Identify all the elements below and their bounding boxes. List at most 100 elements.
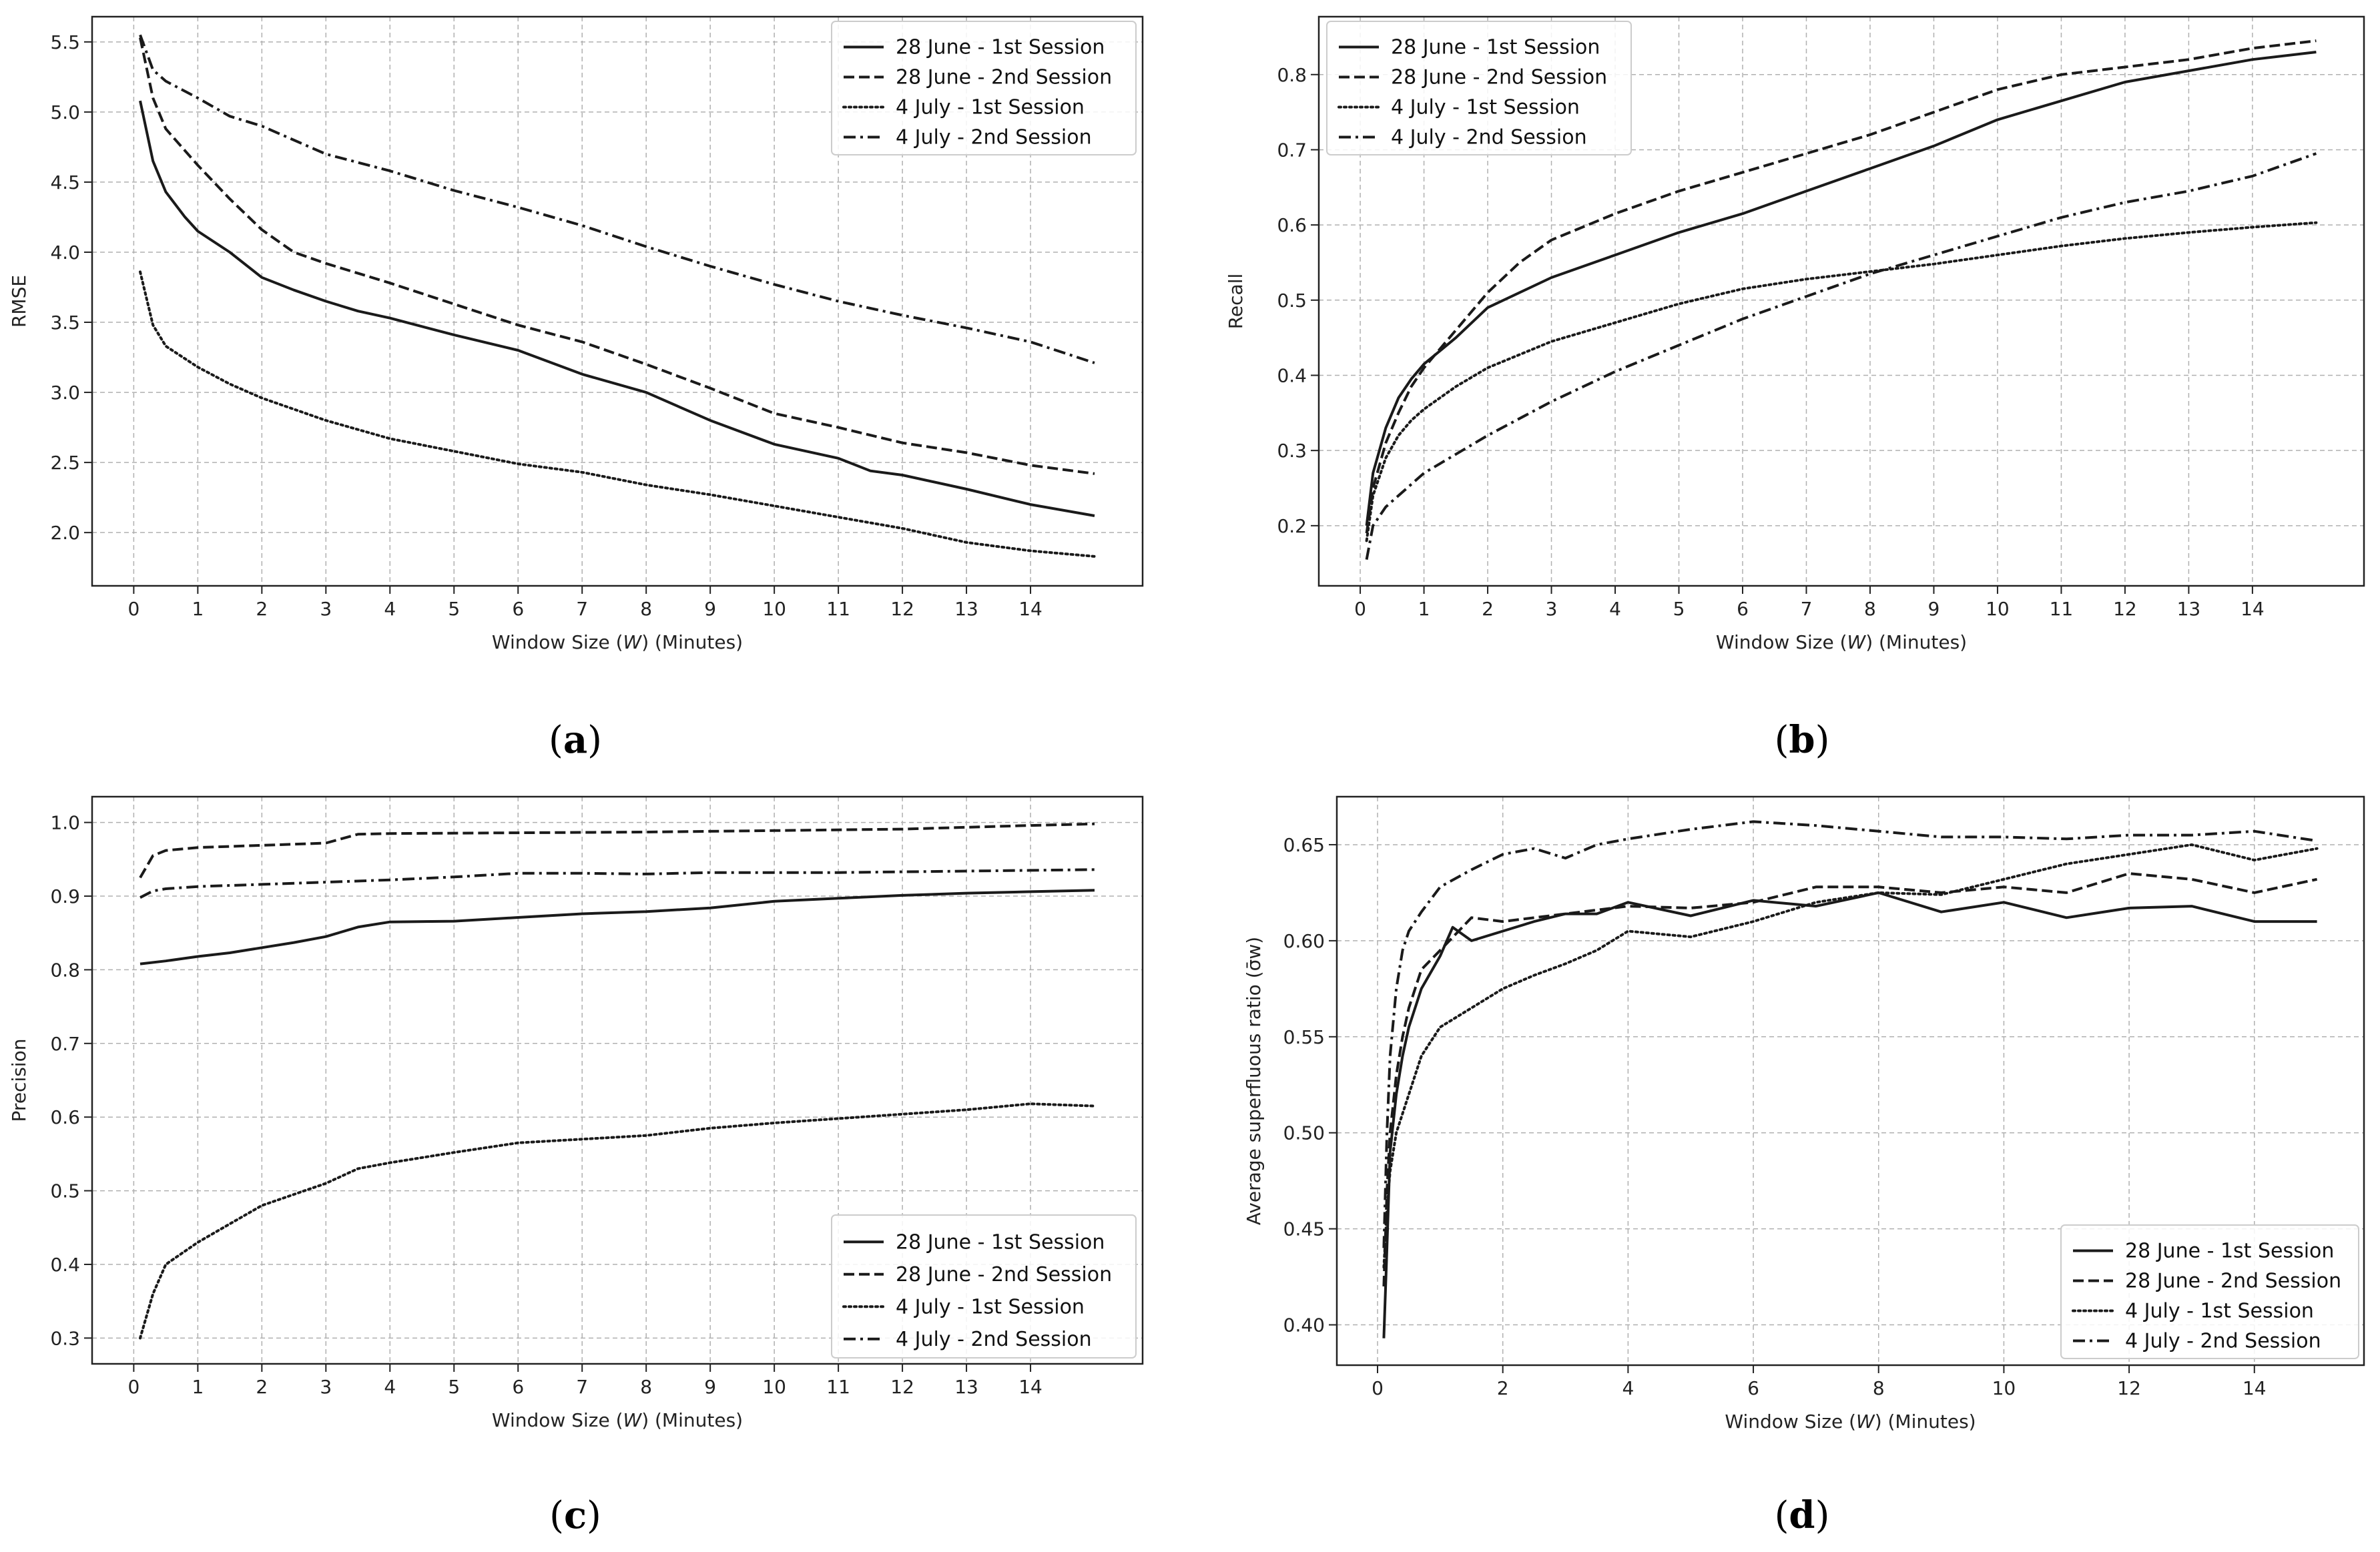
y-tick-label: 0.4 <box>50 1254 80 1276</box>
y-tick-label: 0.9 <box>50 885 80 907</box>
panel-caption: (d) <box>1775 1493 1830 1537</box>
y-tick-label: 0.65 <box>1283 834 1325 856</box>
plot-frame <box>1335 795 2365 1367</box>
x-tick-label: 0 <box>127 1376 139 1398</box>
series-line-solid <box>139 889 1095 965</box>
x-tick-label: 11 <box>2050 598 2074 620</box>
x-tick-label: 5 <box>448 1376 460 1398</box>
x-tick-label: 12 <box>890 598 914 620</box>
series-line-solid <box>1365 51 2317 526</box>
legend: 28 June - 1st Session 28 June - 2nd Sessi… <box>1326 21 1632 155</box>
y-tick-label: 2.0 <box>50 522 80 544</box>
caption-close-paren: ) <box>587 719 602 762</box>
x-tick-label: 10 <box>1986 598 2010 620</box>
x-tick-label: 10 <box>762 598 786 620</box>
y-tick-label: 0.3 <box>1277 440 1307 462</box>
x-tick-label: 6 <box>1747 1377 1759 1399</box>
legend-box <box>831 21 1137 155</box>
series-line-dashdot <box>1382 820 2317 1248</box>
legend-entry: 4 July - 2nd Session <box>1391 126 1587 149</box>
x-tick-label: 12 <box>2113 598 2137 620</box>
legend-entry: 4 July - 2nd Session <box>896 126 1092 149</box>
series-line-solid <box>139 100 1095 517</box>
legend-entry: 28 June - 1st Session <box>896 1230 1105 1254</box>
legend-entry: 28 June - 2nd Session <box>896 66 1112 89</box>
caption-open-paren: ( <box>549 1494 564 1537</box>
y-tick-label: 0.7 <box>1277 139 1307 161</box>
legend: 28 June - 1st Session 28 June - 2nd Sessi… <box>831 21 1137 155</box>
x-tick-label: 0 <box>1372 1377 1384 1399</box>
x-tick-label: 8 <box>640 1376 652 1398</box>
x-axis-label: Window Size (W) (Minutes) <box>1725 1411 1976 1433</box>
caption-open-paren: ( <box>1775 719 1789 762</box>
x-tick-label: 13 <box>2177 598 2201 620</box>
x-tick-label: 3 <box>1546 598 1558 620</box>
chart-panel-d: 0 2 4 6 8 10 12 14 0.40 0.45 0.50 0.55 0.60 0.65 Windo… <box>1243 795 2365 1537</box>
x-axis-label-prefix: Window Size ( <box>492 1409 623 1431</box>
legend: 28 June - 1st Session 28 June - 2nd Sessi… <box>2060 1224 2359 1359</box>
y-tick-label: 3.0 <box>50 382 80 404</box>
y-tick-label: 0.50 <box>1283 1122 1325 1144</box>
y-tick-label: 0.4 <box>1277 364 1307 386</box>
legend-entry: 28 June - 1st Session <box>1391 36 1600 59</box>
x-tick-label: 2 <box>1497 1377 1509 1399</box>
x-tick-label: 13 <box>954 1376 978 1398</box>
x-tick-label: 10 <box>1992 1377 2016 1399</box>
caption-letter: c <box>564 1493 587 1537</box>
x-tick-label: 1 <box>1418 598 1430 620</box>
x-tick-label: 14 <box>2243 1377 2267 1399</box>
y-tick-label: 5.0 <box>50 101 80 123</box>
y-tick-label: 0.5 <box>1277 290 1307 312</box>
legend-box <box>1326 21 1632 155</box>
caption-close-paren: ) <box>1815 719 1830 762</box>
x-tick-label: 1 <box>192 1376 204 1398</box>
legend-entry: 28 June - 2nd Session <box>1391 66 1607 89</box>
caption-open-paren: ( <box>1775 1494 1789 1537</box>
x-tick-label: 0 <box>1354 598 1366 620</box>
x-tick-label: 10 <box>762 1376 786 1398</box>
series-line-dotted <box>1382 843 2319 1269</box>
chart-panel-c: 0 1 2 3 4 5 6 7 8 9 10 11 12 13 140.30.40.50.60.70.80.… <box>8 795 1144 1537</box>
panel-caption: (c) <box>549 1493 601 1537</box>
series-line-dotted <box>139 1102 1096 1340</box>
x-tick-label: 11 <box>826 598 850 620</box>
y-tick-label: 2.5 <box>50 452 80 474</box>
series-line-dashed <box>1365 39 2317 534</box>
legend-entry: 28 June - 1st Session <box>2125 1240 2334 1263</box>
series-line-dashdot <box>1365 152 2317 560</box>
series-line-dashed <box>139 822 1095 879</box>
y-tick-label: 0.5 <box>50 1180 80 1202</box>
y-tick-label: 0.8 <box>1277 64 1307 86</box>
plot-frame <box>91 795 1144 1365</box>
y-tick-label: 0.40 <box>1283 1314 1325 1336</box>
x-tick-label: 14 <box>1018 1376 1043 1398</box>
x-tick-label: 8 <box>1873 1377 1885 1399</box>
series-line-dotted <box>139 270 1096 558</box>
plot-frame <box>1317 15 2365 587</box>
x-axis-label-suffix: ) (Minutes) <box>641 1409 743 1431</box>
x-tick-label: 4 <box>384 598 396 620</box>
y-tick-label: 5.5 <box>50 31 80 53</box>
x-tick-label: 0 <box>127 598 139 620</box>
x-axis-label-variable: W <box>623 631 643 653</box>
x-tick-label: 11 <box>826 1376 850 1398</box>
series-line-dotted <box>1365 221 2318 542</box>
plot-frame <box>91 15 1144 587</box>
y-tick-label: 0.3 <box>50 1327 80 1349</box>
x-axis-label-suffix: ) (Minutes) <box>1865 631 1967 653</box>
x-tick-label: 7 <box>1801 598 1813 620</box>
x-tick-label: 3 <box>320 598 332 620</box>
x-tick-label: 3 <box>320 1376 332 1398</box>
x-axis-label: Window Size (W) (Minutes) <box>1716 631 1967 653</box>
x-tick-label: 6 <box>512 598 524 620</box>
series-line-dashdot <box>139 34 1095 364</box>
legend-entry: 4 July - 1st Session <box>896 1295 1085 1318</box>
legend-entry: 4 July - 2nd Session <box>2125 1330 2321 1353</box>
x-tick-label: 12 <box>890 1376 914 1398</box>
x-tick-label: 4 <box>384 1376 396 1398</box>
caption-close-paren: ) <box>1815 1494 1830 1537</box>
x-axis-label-variable: W <box>1847 631 1867 653</box>
x-axis-label: Window Size (W) (Minutes) <box>492 1409 743 1431</box>
legend-entry: 28 June - 2nd Session <box>2125 1270 2341 1293</box>
